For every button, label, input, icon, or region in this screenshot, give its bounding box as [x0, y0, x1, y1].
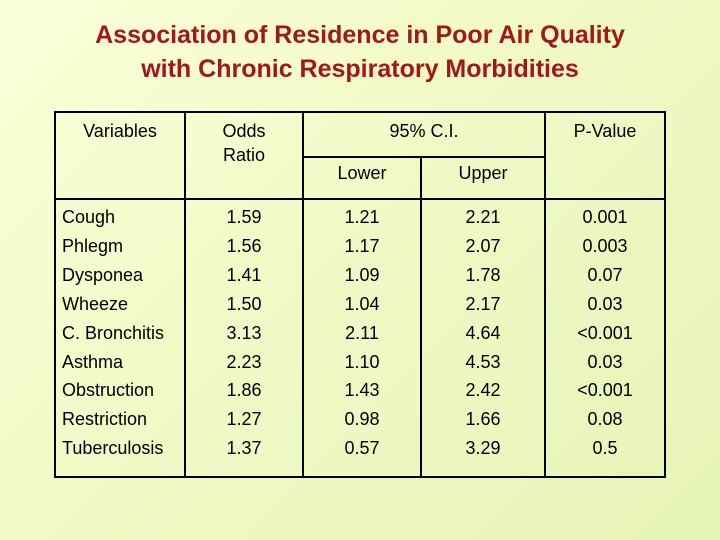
ci-subheader-line	[302, 156, 546, 158]
variables-column: Cough Phlegm Dysponea Wheeze C. Bronchit…	[62, 203, 184, 463]
variable-cell: Cough	[62, 207, 116, 227]
variable-cell: Wheeze	[62, 293, 129, 314]
p-value-column: 0.001 0.003 0.07 0.03 <0.001 0.03 <0.001…	[546, 203, 664, 463]
slide-title: Association of Residence in Poor Air Qua…	[0, 18, 720, 86]
upper-column: 2.21 2.07 1.78 2.17 4.64 4.53 2.42 1.66 …	[422, 203, 544, 463]
title-line-2: with Chronic Respiratory Morbidities	[141, 55, 579, 83]
lower-cell: 1.21	[344, 207, 380, 227]
variable-cell: Restriction	[62, 409, 148, 430]
odds-ratio-cell: 3.13	[226, 322, 262, 343]
p-value-cell: <0.001	[577, 322, 633, 343]
p-value-cell: 0.08	[587, 409, 623, 430]
lower-cell: 1.09	[344, 264, 380, 285]
odds-ratio-cell: 1.41	[226, 264, 262, 285]
variable-cell: Dysponea	[62, 264, 144, 285]
odds-ratio-cell: 1.86	[226, 380, 262, 401]
p-value-cell: 0.003	[582, 235, 628, 256]
variable-cell: Asthma	[62, 351, 124, 372]
upper-cell: 3.29	[465, 438, 501, 459]
header-lower: Lower	[337, 163, 387, 183]
upper-cell: 4.64	[465, 322, 501, 343]
lower-cell: 1.10	[344, 351, 380, 372]
upper-cell: 2.42	[465, 380, 501, 401]
odds-ratio-cell: 1.37	[226, 438, 262, 459]
variable-cell: Phlegm	[62, 235, 124, 256]
odds-ratio-cell: 1.50	[226, 293, 262, 314]
odds-ratio-cell: 1.27	[226, 409, 262, 430]
header-variables: Variables	[83, 121, 157, 141]
upper-cell: 2.07	[465, 235, 501, 256]
divider-lower-upper	[420, 156, 422, 476]
p-value-cell: 0.07	[587, 264, 623, 285]
upper-cell: 4.53	[465, 351, 501, 372]
variable-cell: Obstruction	[62, 380, 155, 401]
upper-cell: 2.17	[465, 293, 501, 314]
odds-ratio-cell: 2.23	[226, 351, 262, 372]
title-line-1: Association of Residence in Poor Air Qua…	[95, 21, 625, 49]
upper-cell: 1.66	[465, 409, 501, 430]
p-value-cell: 0.03	[587, 293, 623, 314]
variable-cell: C. Bronchitis	[62, 322, 165, 343]
p-value-cell: 0.001	[582, 207, 628, 227]
header-ci: 95% C.I.	[389, 121, 459, 141]
upper-cell: 2.21	[465, 207, 501, 227]
lower-cell: 2.11	[345, 322, 379, 343]
header-odds-ratio-line2: Ratio	[222, 145, 266, 165]
odds-ratio-cell: 1.59	[226, 207, 262, 227]
divider-after-ci	[544, 113, 546, 476]
header-upper: Upper	[458, 163, 508, 183]
header-p-value: P-Value	[573, 121, 637, 141]
upper-cell: 1.78	[465, 264, 501, 285]
p-value-cell: 0.03	[587, 351, 623, 372]
variable-cell: Tuberculosis	[62, 438, 164, 459]
header-bottom-line	[56, 198, 664, 200]
p-value-cell: 0.5	[592, 438, 618, 459]
results-table: Variables Odds Ratio 95% C.I. Lower Uppe…	[54, 111, 666, 478]
p-value-cell: <0.001	[577, 380, 633, 401]
lower-cell: 1.04	[344, 293, 380, 314]
odds-ratio-cell: 1.56	[226, 235, 262, 256]
lower-cell: 1.17	[344, 235, 380, 256]
divider-after-odds-ratio	[302, 113, 304, 476]
lower-column: 1.21 1.17 1.09 1.04 2.11 1.10 1.43 0.98 …	[304, 203, 420, 463]
lower-cell: 0.57	[344, 438, 380, 459]
odds-ratio-column: 1.59 1.56 1.41 1.50 3.13 2.23 1.86 1.27 …	[186, 203, 302, 463]
header-odds-ratio-line1: Odds	[222, 121, 266, 141]
divider-after-variables	[184, 113, 186, 476]
lower-cell: 0.98	[344, 409, 380, 430]
header-odds-ratio: Odds Ratio	[186, 120, 302, 166]
lower-cell: 1.43	[344, 380, 380, 401]
